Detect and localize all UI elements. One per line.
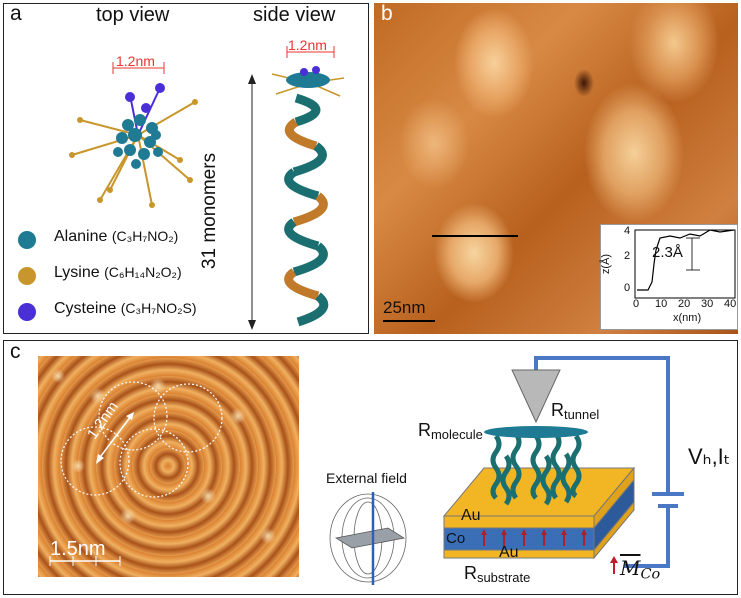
magnetization-symbol: M <box>620 556 641 580</box>
external-field-icon <box>329 492 407 585</box>
external-field-label: External field <box>326 470 407 486</box>
r-substrate-sub: substrate <box>477 570 531 586</box>
side-view-helix <box>248 46 345 330</box>
inset-ytick-2: 2 <box>624 250 631 262</box>
r-molecule-sub: molecule <box>431 427 483 443</box>
au-bottom-label: Au <box>499 544 519 561</box>
profile-inset-plot <box>634 229 736 299</box>
inset-xtick-40: 40 <box>724 298 737 310</box>
scale-bar-b <box>383 320 435 322</box>
molecule-circles <box>49 381 223 566</box>
r-tunnel-sub: tunnel <box>564 407 600 423</box>
side-view-title: side view <box>253 4 336 26</box>
inset-ytick-4: 4 <box>624 225 631 237</box>
legend-name: Cysteine <box>54 300 117 317</box>
co-label: Co <box>446 530 466 547</box>
panel-c-label: c <box>10 340 21 363</box>
au-top-label: Au <box>461 507 481 524</box>
side-view-width-label: 1.2nm <box>288 37 327 53</box>
top-view-molecule <box>69 62 198 208</box>
legend-formula: (C₃H₇NO₂) <box>111 228 179 244</box>
top-view-width-label: 1.2nm <box>116 53 155 69</box>
legend-name: Lysine <box>54 264 100 281</box>
magnetization-label: MCo <box>620 556 660 583</box>
device-stack <box>442 356 684 574</box>
panel-b-label: b <box>381 2 393 25</box>
profile-inset <box>600 224 738 330</box>
inset-annotation: 2.3Å <box>652 244 683 261</box>
cysteine-dot-icon <box>18 303 36 321</box>
vb-it-label: Vₕ,Iₜ <box>688 444 731 469</box>
profile-line <box>432 235 518 237</box>
r-substrate-label: Rsubstrate <box>464 563 531 586</box>
r-tunnel-label: Rtunnel <box>551 400 600 423</box>
inset-xlabel: x(nm) <box>673 312 702 324</box>
inset-ytick-0: 0 <box>624 282 631 294</box>
lysine-dot-icon <box>18 267 36 285</box>
inset-ylabel: z(Å) <box>600 253 613 275</box>
panel-a-label: a <box>10 2 22 25</box>
inset-xtick-0: 0 <box>633 298 640 310</box>
inset-xtick-10: 10 <box>655 298 668 310</box>
panel-c-stm-image <box>38 356 299 577</box>
scale-bar-c-label: 1.5nm <box>50 538 106 560</box>
alanine-dot-icon <box>18 231 36 249</box>
inset-xtick-30: 30 <box>701 298 714 310</box>
magnetization-sub: Co <box>640 566 661 583</box>
inset-xtick-20: 20 <box>678 298 691 310</box>
length-label: 31 monomers <box>199 152 220 270</box>
legend-formula: (C₆H₁₄N₂O₂) <box>104 264 182 280</box>
scale-bar-b-label: 25nm <box>383 298 426 317</box>
top-view-title: top view <box>96 4 170 26</box>
legend-formula: (C₃H₇NO₂S) <box>120 300 197 316</box>
r-molecule-label: Rmolecule <box>418 420 483 443</box>
legend-name: Alanine <box>54 228 108 245</box>
